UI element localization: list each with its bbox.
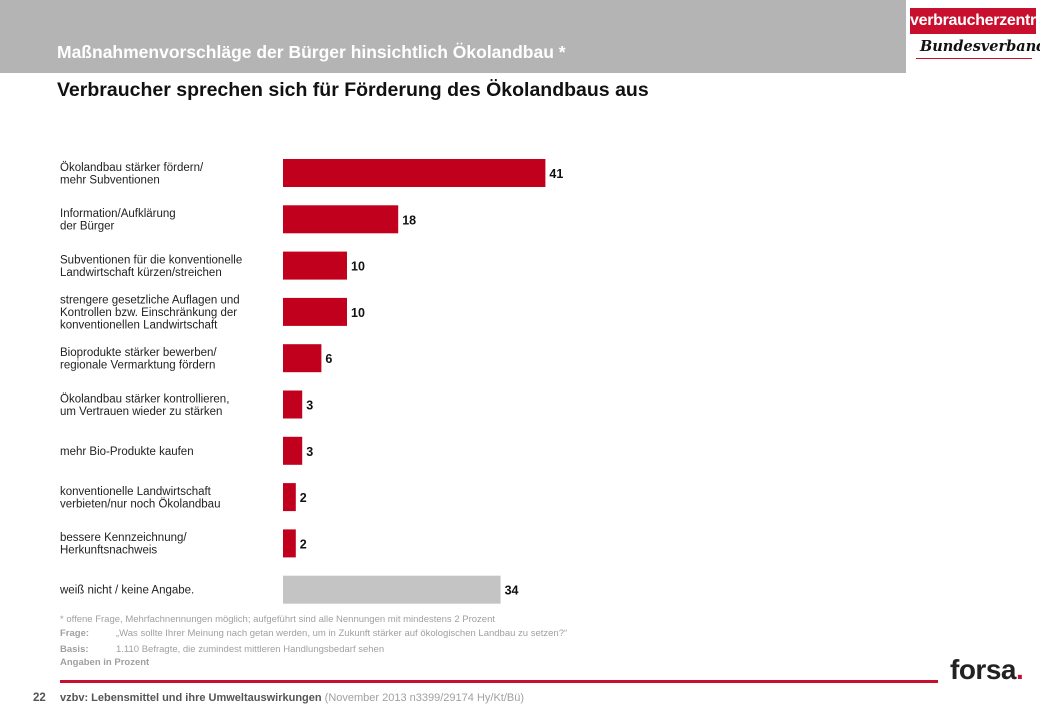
category-label-8: bessere Kennzeichnung/Herkunftsnachweis [60,532,187,557]
unit-note: Angaben in Prozent [60,657,150,668]
category-label-1: Information/Aufklärung der Bürger [60,208,176,233]
value-label-9: 34 [505,584,519,598]
slide-title: Maßnahmenvorschläge der Bürger hinsichtl… [57,42,566,62]
bar-0 [283,159,546,187]
forsa-wordmark: forsa [950,654,1016,685]
forsa-dot: . [1015,654,1024,685]
category-label-7: konventionelle Landwirtschaft verbieten/n… [60,486,220,511]
bar-9 [283,575,501,604]
bar-2 [283,251,347,280]
value-label-5: 3 [306,399,313,413]
category-label-4: Bioprodukte stärker bewerben/regionale V… [60,347,217,372]
value-label-4: 6 [325,352,332,366]
forsa-logo: forsa. [950,654,1024,686]
bar-5 [283,390,303,419]
category-label-6: mehr Bio-Produkte kaufen [60,446,194,458]
value-label-2: 10 [351,260,365,274]
category-label-0: Ökolandbau stärker fördern/mehr Subventi… [60,162,204,187]
value-label-6: 3 [306,445,313,459]
value-label-3: 10 [351,306,365,320]
header-band [0,0,906,73]
value-label-8: 2 [300,537,307,551]
category-label-3: strengere gesetzliche Auflagen und Kontro… [60,294,240,331]
footer-source: vzbv: Lebensmittel und ihre Umweltauswir… [60,692,524,704]
footer-source-title: vzbv: Lebensmittel und ihre Umweltauswir… [60,692,322,704]
bar-8 [283,529,296,558]
bar-1 [283,205,399,234]
bar-4 [283,344,322,373]
logo-wordmark: verbraucherzentrale [910,8,1040,34]
question-text: „Was sollte Ihrer Meinung nach getan wer… [116,628,568,639]
question-key: Frage: [60,628,90,639]
category-label-5: Ökolandbau stärker kontrollieren, um Vert… [60,393,229,418]
footer-rule [60,680,938,683]
category-label-9: weiß nicht / keine Angabe. [59,585,194,597]
logo-subline: Bundesverband [920,38,1040,55]
bar-3 [283,297,347,326]
value-label-0: 41 [549,167,563,181]
value-label-7: 2 [300,491,307,505]
basis-text: 1.110 Befragte, die zumindest mittleren … [116,644,385,655]
bar-6 [283,436,303,465]
slide-subtitle: Verbraucher sprechen sich für Förderung … [57,79,649,101]
question-note: Frage: „Was sollte Ihrer Meinung nach get… [60,628,567,639]
footnote-line: * offene Frage, Mehrfachnennungen möglic… [60,614,495,625]
bar-7 [283,483,296,512]
footer-source-meta: (November 2013 n3399/29174 Hy/Kt/Bü) [324,692,525,704]
category-label-2: Subventionen für die konventionelle Landw… [60,254,242,279]
value-label-1: 18 [402,213,416,227]
basis-key: Basis: [60,644,89,655]
logo-underline [916,58,1032,59]
basis-note: Basis: 1.110 Befragte, die zumindest mitt… [60,644,384,655]
page-number: 22 [33,692,46,704]
vzbv-logo: verbraucherzentrale Bundesverband [910,8,1040,62]
